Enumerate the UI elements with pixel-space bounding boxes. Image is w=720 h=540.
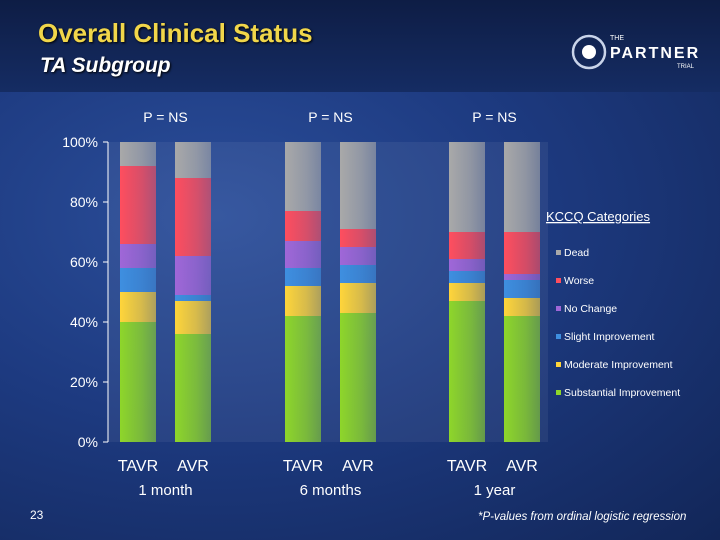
legend-swatch xyxy=(556,362,561,367)
bar-segment-dead xyxy=(340,142,376,229)
axis-layer: 0% 20% 40% 60% 80% 100% TAVR AVR TAVR AVR TAVR AVR 1… xyxy=(62,109,538,499)
bar-segment-moderate-improvement xyxy=(340,283,376,313)
bar-segment-no-change xyxy=(175,256,211,295)
y-tick-label: 80% xyxy=(70,194,98,210)
slide-subtitle: TA Subgroup xyxy=(40,54,171,77)
p-value-label: P = NS xyxy=(308,109,353,125)
bar-segment-dead xyxy=(175,142,211,178)
y-tick-label: 100% xyxy=(62,134,98,150)
x-tick-label: TAVR xyxy=(283,458,323,475)
footnote: *P-values from ordinal logistic regressi… xyxy=(478,511,687,523)
bar-segment-slight-improvement xyxy=(340,265,376,283)
bar-segment-substantial-improvement xyxy=(175,334,211,442)
legend: KCCQ Categories Dead Worse No Change Slight … xyxy=(546,209,680,399)
header-band xyxy=(0,0,720,92)
legend-label: No Change xyxy=(564,303,617,315)
bar-segment-worse xyxy=(285,211,321,241)
group-label: 1 month xyxy=(138,482,192,499)
p-value-label: P = NS xyxy=(472,109,517,125)
bar-segment-no-change xyxy=(120,244,156,268)
x-tick-label: AVR xyxy=(342,458,374,475)
group-label: 1 year xyxy=(474,482,516,499)
bar-segment-substantial-improvement xyxy=(285,316,321,442)
legend-label: Dead xyxy=(564,247,589,259)
bar-segment-moderate-improvement xyxy=(120,292,156,322)
bar-segment-moderate-improvement xyxy=(504,298,540,316)
legend-swatch xyxy=(556,278,561,283)
logo-bottom-text: TRIAL xyxy=(677,64,695,70)
x-tick-label: AVR xyxy=(177,458,209,475)
legend-title: KCCQ Categories xyxy=(546,209,651,224)
bar-segment-moderate-improvement xyxy=(285,286,321,316)
bar-segment-no-change xyxy=(449,259,485,271)
bar-segment-slight-improvement xyxy=(120,268,156,292)
x-tick-label: TAVR xyxy=(118,458,158,475)
y-tick-label: 20% xyxy=(70,374,98,390)
bar-segment-dead xyxy=(504,142,540,232)
y-tick-label: 0% xyxy=(78,434,98,450)
group-label: 6 months xyxy=(300,482,362,499)
bar-segment-slight-improvement xyxy=(175,295,211,301)
bar-segment-moderate-improvement xyxy=(449,283,485,301)
logo-ring-icon xyxy=(571,34,607,70)
legend-label: Slight Improvement xyxy=(564,331,655,343)
x-tick-label: AVR xyxy=(506,458,538,475)
logo-top-text: THE xyxy=(610,35,624,42)
logo-main-text: PARTNER xyxy=(610,45,700,62)
bar-segment-worse xyxy=(120,166,156,244)
page-number: 23 xyxy=(30,508,44,522)
bar-segment-dead xyxy=(120,142,156,166)
bar-segment-slight-improvement xyxy=(285,268,321,286)
bar-segment-worse xyxy=(340,229,376,247)
slide-title: Overall Clinical Status xyxy=(38,18,313,48)
bar-segment-dead xyxy=(449,142,485,232)
bars-layer xyxy=(120,142,540,442)
legend-label: Moderate Improvement xyxy=(564,359,673,371)
bar-segment-substantial-improvement xyxy=(340,313,376,442)
bar-segment-worse xyxy=(175,178,211,256)
bar-segment-moderate-improvement xyxy=(175,301,211,334)
bar-segment-worse xyxy=(449,232,485,259)
bar-segment-substantial-improvement xyxy=(504,316,540,442)
y-tick-label: 40% xyxy=(70,314,98,330)
bar-segment-slight-improvement xyxy=(449,271,485,283)
legend-swatch xyxy=(556,306,561,311)
legend-swatch xyxy=(556,334,561,339)
bar-segment-substantial-improvement xyxy=(449,301,485,442)
bar-segment-worse xyxy=(504,232,540,274)
bar-segment-no-change xyxy=(285,241,321,268)
bar-segment-no-change xyxy=(504,274,540,280)
bar-segment-slight-improvement xyxy=(504,280,540,298)
y-tick-label: 60% xyxy=(70,254,98,270)
legend-swatch xyxy=(556,390,561,395)
legend-label: Worse xyxy=(564,275,594,287)
x-tick-label: TAVR xyxy=(447,458,487,475)
bar-segment-dead xyxy=(285,142,321,211)
partner-trial-logo: THE PARTNER TRIAL xyxy=(571,34,700,70)
bar-segment-substantial-improvement xyxy=(120,322,156,442)
bar-segment-no-change xyxy=(340,247,376,265)
legend-label: Substantial Improvement xyxy=(564,387,680,399)
logo-dot-icon xyxy=(582,45,596,59)
legend-swatch xyxy=(556,250,561,255)
p-value-label: P = NS xyxy=(143,109,188,125)
